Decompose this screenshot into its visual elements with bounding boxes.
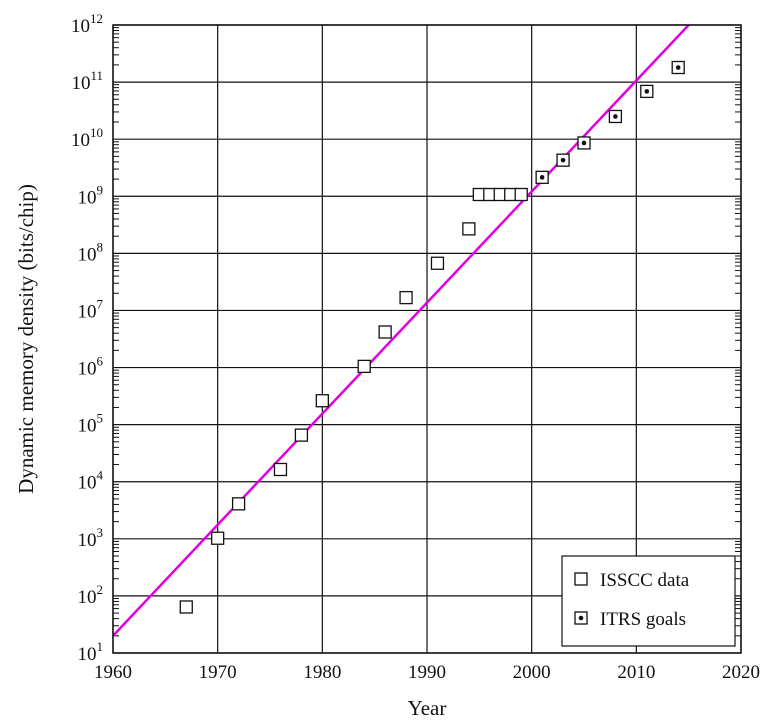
data-point xyxy=(671,60,685,75)
y-axis-title: Dynamic memory density (bits/chip) xyxy=(14,184,38,494)
minor-ticks xyxy=(113,27,741,637)
data-point xyxy=(535,170,549,184)
data-point xyxy=(430,256,445,270)
x-tick-label: 2000 xyxy=(513,662,551,683)
y-tick-label: 1010 xyxy=(71,125,103,151)
data-point xyxy=(640,84,654,99)
x-tick-label: 1960 xyxy=(94,662,132,683)
data-point xyxy=(211,531,225,545)
legend-label: ISSCC data xyxy=(600,570,690,591)
trend-line xyxy=(112,24,690,637)
y-tick-label: 106 xyxy=(78,354,104,380)
data-point xyxy=(357,359,371,374)
legend: ISSCC data ITRS goals xyxy=(561,555,736,647)
grid xyxy=(112,24,742,654)
legend-marker xyxy=(574,572,588,586)
y-tick-label: 1011 xyxy=(71,68,103,94)
legend-marker xyxy=(574,611,588,625)
x-tick-label: 1980 xyxy=(303,662,341,683)
data-point xyxy=(399,290,413,305)
y-tick-label: 101 xyxy=(78,639,104,665)
legend-box xyxy=(561,555,736,647)
x-tick-label: 2010 xyxy=(617,662,655,683)
data-point xyxy=(462,222,476,236)
y-tick-label: 107 xyxy=(78,296,104,322)
legend-label: ITRS goals xyxy=(600,609,686,630)
y-tick-label: 108 xyxy=(78,239,104,265)
data-point xyxy=(577,136,591,150)
y-tick-label: 102 xyxy=(78,582,104,608)
y-tick-label: 103 xyxy=(78,525,104,551)
y-tick-label: 104 xyxy=(78,468,104,494)
data-point xyxy=(514,187,528,202)
data-point xyxy=(556,153,570,167)
y-tick-labels: 101 102 103 104 105 106 107 108 109 1010 1011 1012 xyxy=(71,11,104,665)
data-point xyxy=(315,394,329,408)
y-tick-label: 1012 xyxy=(71,11,103,37)
x-tick-label: 1990 xyxy=(408,662,446,683)
data-point xyxy=(378,325,392,339)
legend-entry: ITRS goals xyxy=(574,609,686,630)
legend-entry: ISSCC data xyxy=(574,570,690,591)
trend-line-segment xyxy=(112,24,690,637)
data-point xyxy=(294,428,309,442)
x-axis-title: Year xyxy=(408,696,447,720)
data-point xyxy=(273,462,288,477)
y-tick-label: 109 xyxy=(78,182,104,208)
x-tick-label: 1970 xyxy=(199,662,237,683)
data-point xyxy=(179,600,193,614)
x-tick-label: 2020 xyxy=(722,662,760,683)
y-tick-label: 105 xyxy=(78,411,104,437)
plot-frame xyxy=(112,24,742,654)
x-tick-labels: 1960 1970 1980 1990 2000 2010 2020 xyxy=(94,662,760,683)
data-point xyxy=(608,109,623,124)
data-points xyxy=(179,60,685,614)
data-point xyxy=(231,497,246,511)
